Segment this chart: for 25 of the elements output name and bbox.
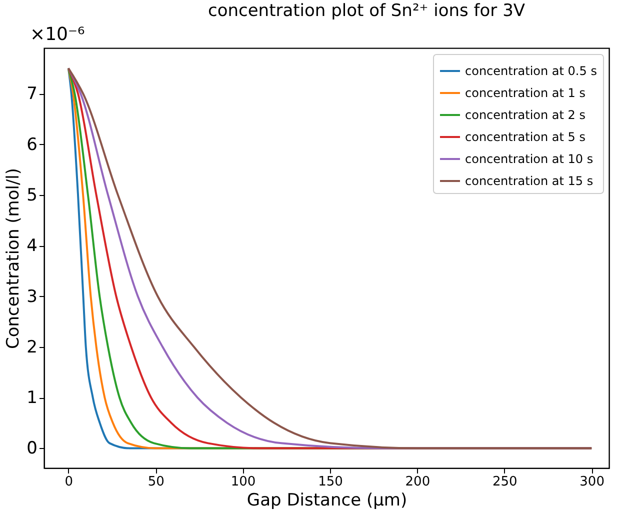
legend-label: concentration at 10 s bbox=[465, 152, 594, 166]
y-tick-label: 1 bbox=[26, 388, 38, 408]
y-tick-label: 3 bbox=[26, 286, 38, 307]
legend-label: concentration at 0.5 s bbox=[465, 64, 597, 78]
x-tick-label: 50 bbox=[148, 474, 164, 490]
x-tick-label: 300 bbox=[580, 474, 604, 490]
y-tick-label: 6 bbox=[26, 134, 38, 155]
y-axis-title: Concentration (mol/l) bbox=[4, 168, 24, 350]
legend-label: concentration at 5 s bbox=[465, 130, 586, 144]
y-tick-label: 7 bbox=[26, 84, 38, 104]
x-tick-label: 100 bbox=[230, 474, 256, 490]
x-tick-label: 150 bbox=[318, 474, 343, 490]
legend-label: concentration at 2 s bbox=[465, 108, 586, 122]
x-tick-label: 200 bbox=[405, 474, 430, 490]
x-tick-label: 0 bbox=[64, 474, 74, 490]
y-tick-label: 4 bbox=[26, 236, 38, 256]
y-tick-label: 0 bbox=[26, 438, 38, 459]
legend-label: concentration at 15 s bbox=[465, 174, 594, 188]
y-tick-label: 5 bbox=[26, 185, 38, 206]
x-axis-title: Gap Distance (µm) bbox=[246, 490, 408, 510]
x-tick-label: 250 bbox=[492, 474, 518, 490]
y-tick-label: 2 bbox=[26, 337, 38, 358]
text: ×10⁻⁶ bbox=[30, 24, 85, 45]
legend-label: concentration at 1 s bbox=[465, 86, 586, 100]
chart-title: concentration plot of Sn²⁺ ions for 3V bbox=[208, 1, 526, 21]
